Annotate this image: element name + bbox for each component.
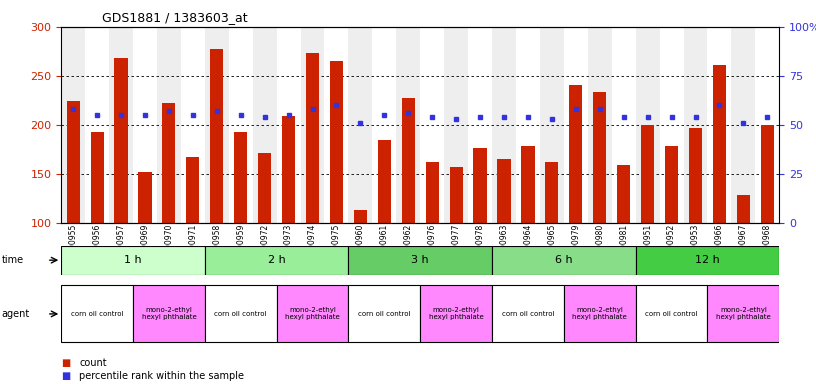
Bar <box>665 146 678 223</box>
Bar <box>689 128 702 223</box>
Bar <box>564 27 588 223</box>
Text: corn oil control: corn oil control <box>71 311 123 317</box>
Bar <box>378 141 391 223</box>
Bar <box>468 27 492 223</box>
Bar <box>707 285 779 343</box>
Bar <box>593 93 606 223</box>
Bar <box>492 285 564 343</box>
Text: mono-2-ethyl
hexyl phthalate: mono-2-ethyl hexyl phthalate <box>141 308 197 320</box>
Bar <box>234 132 247 223</box>
Bar <box>612 27 636 223</box>
Bar <box>636 27 659 223</box>
Bar <box>330 61 343 223</box>
Bar <box>641 125 654 223</box>
Bar <box>91 132 104 223</box>
Bar <box>85 27 109 223</box>
Bar <box>109 27 133 223</box>
Bar <box>325 27 348 223</box>
Text: count: count <box>79 358 107 368</box>
Bar <box>348 27 372 223</box>
Bar <box>282 116 295 223</box>
Bar <box>61 246 205 275</box>
Bar <box>659 27 684 223</box>
Bar <box>205 285 277 343</box>
Text: mono-2-ethyl
hexyl phthalate: mono-2-ethyl hexyl phthalate <box>716 308 771 320</box>
Text: time: time <box>2 255 24 265</box>
Bar <box>181 27 205 223</box>
Text: 6 h: 6 h <box>555 255 573 265</box>
Bar <box>684 27 707 223</box>
Bar <box>397 27 420 223</box>
Bar <box>420 27 444 223</box>
Bar <box>420 285 492 343</box>
Bar <box>426 162 439 223</box>
Text: 1 h: 1 h <box>124 255 142 265</box>
Bar <box>67 101 80 223</box>
Bar <box>157 27 181 223</box>
Bar <box>277 285 348 343</box>
Text: 12 h: 12 h <box>695 255 720 265</box>
Bar <box>205 27 228 223</box>
Bar <box>492 27 516 223</box>
Bar <box>737 195 750 223</box>
Text: percentile rank within the sample: percentile rank within the sample <box>79 371 244 381</box>
Bar <box>253 27 277 223</box>
Bar <box>636 285 707 343</box>
Bar <box>277 27 300 223</box>
Text: mono-2-ethyl
hexyl phthalate: mono-2-ethyl hexyl phthalate <box>572 308 628 320</box>
Text: mono-2-ethyl
hexyl phthalate: mono-2-ethyl hexyl phthalate <box>428 308 484 320</box>
Bar <box>133 27 157 223</box>
Bar <box>588 27 612 223</box>
Bar <box>258 153 271 223</box>
Bar <box>354 210 367 223</box>
Bar <box>114 58 127 223</box>
Bar <box>228 27 253 223</box>
Text: 3 h: 3 h <box>411 255 429 265</box>
Bar <box>516 27 540 223</box>
Bar <box>707 27 731 223</box>
Text: ■: ■ <box>61 371 70 381</box>
Bar <box>521 146 534 223</box>
Bar <box>348 285 420 343</box>
Bar <box>205 246 348 275</box>
Bar <box>450 167 463 223</box>
Text: ■: ■ <box>61 358 70 368</box>
Bar <box>306 53 319 223</box>
Bar <box>570 84 583 223</box>
Bar <box>731 27 756 223</box>
Bar <box>473 148 486 223</box>
Bar <box>756 27 779 223</box>
Bar <box>133 285 205 343</box>
Bar <box>636 246 779 275</box>
Text: corn oil control: corn oil control <box>645 311 698 317</box>
Text: agent: agent <box>2 309 30 319</box>
Bar <box>761 125 774 223</box>
Bar <box>564 285 636 343</box>
Text: 2 h: 2 h <box>268 255 286 265</box>
Bar <box>492 246 636 275</box>
Text: corn oil control: corn oil control <box>502 311 554 317</box>
Text: GDS1881 / 1383603_at: GDS1881 / 1383603_at <box>102 12 247 25</box>
Bar <box>617 165 630 223</box>
Bar <box>401 98 415 223</box>
Bar <box>61 27 85 223</box>
Bar <box>211 50 224 223</box>
Text: corn oil control: corn oil control <box>215 311 267 317</box>
Bar <box>713 65 726 223</box>
Bar <box>372 27 397 223</box>
Bar <box>348 246 492 275</box>
Bar <box>162 103 175 223</box>
Bar <box>444 27 468 223</box>
Bar <box>545 162 558 223</box>
Text: mono-2-ethyl
hexyl phthalate: mono-2-ethyl hexyl phthalate <box>285 308 340 320</box>
Bar <box>186 157 199 223</box>
Bar <box>139 172 152 223</box>
Bar <box>540 27 564 223</box>
Text: corn oil control: corn oil control <box>358 311 410 317</box>
Bar <box>300 27 325 223</box>
Bar <box>498 159 511 223</box>
Bar <box>61 285 133 343</box>
